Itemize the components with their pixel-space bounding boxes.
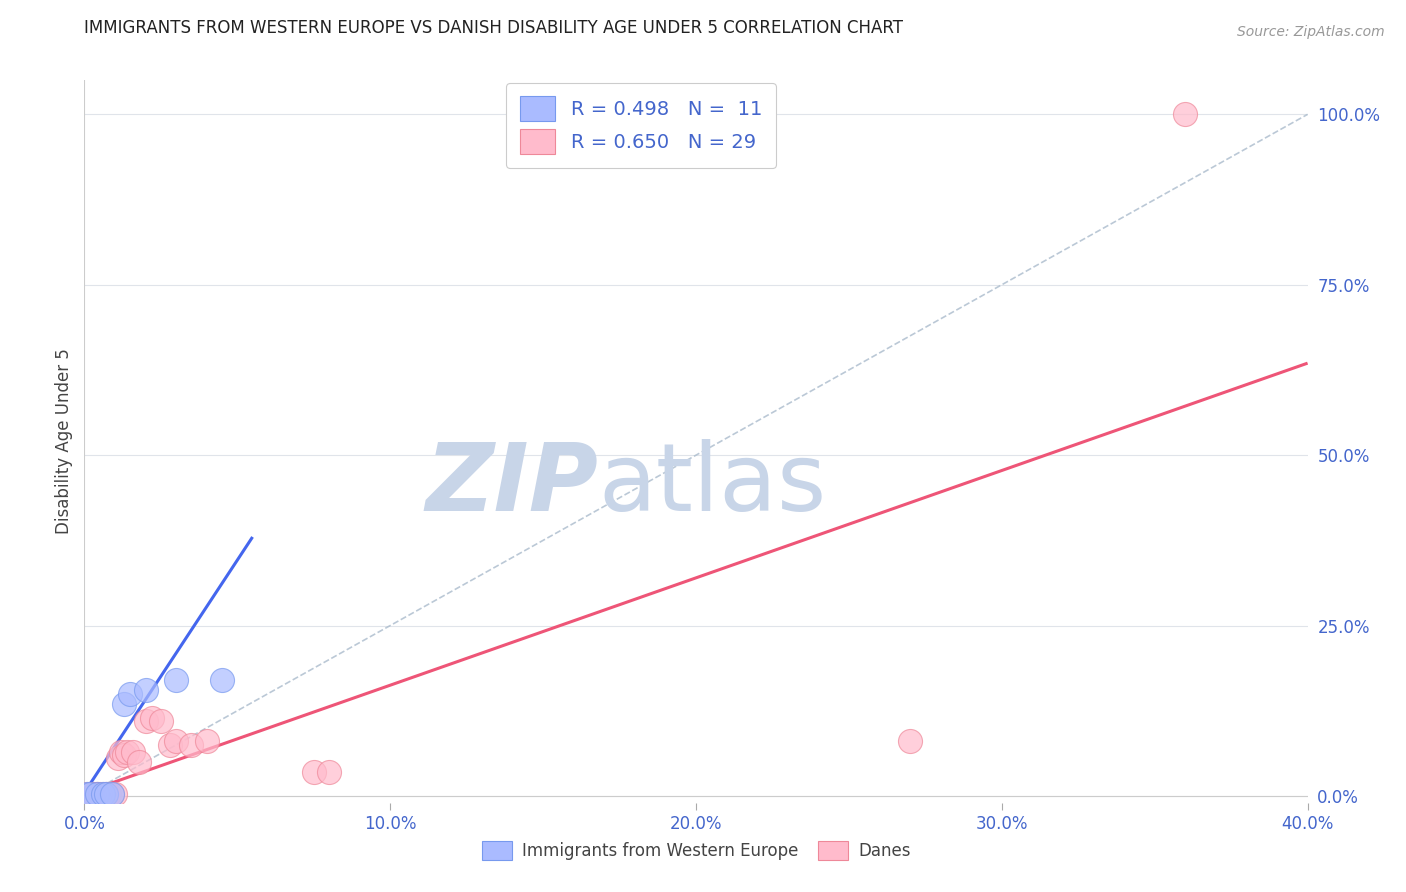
Point — [112, 697, 135, 711]
Legend: Immigrants from Western Europe, Danes: Immigrants from Western Europe, Danes — [475, 834, 917, 867]
Point — [76, 787, 98, 801]
Point — [101, 787, 124, 801]
Point — [120, 687, 142, 701]
Point — [122, 745, 145, 759]
Point — [101, 787, 124, 801]
Point — [165, 734, 187, 748]
Point — [159, 738, 181, 752]
Point — [86, 787, 108, 801]
Point — [128, 755, 150, 769]
Point — [94, 787, 117, 801]
Point — [302, 765, 325, 780]
Point — [195, 734, 218, 748]
Point — [79, 787, 101, 801]
Point — [91, 787, 114, 801]
Point — [112, 748, 135, 763]
Point — [1174, 107, 1197, 121]
Y-axis label: Disability Age Under 5: Disability Age Under 5 — [55, 349, 73, 534]
Point — [110, 745, 132, 759]
Point — [79, 787, 101, 801]
Point — [115, 745, 138, 759]
Point — [91, 787, 114, 801]
Point — [104, 787, 127, 801]
Text: atlas: atlas — [598, 439, 827, 531]
Point — [94, 787, 117, 801]
Point — [135, 683, 157, 698]
Point — [76, 787, 98, 801]
Point — [165, 673, 187, 687]
Point — [141, 710, 163, 724]
Point — [135, 714, 157, 728]
Point — [211, 673, 233, 687]
Point — [97, 787, 120, 801]
Text: ZIP: ZIP — [425, 439, 598, 531]
Point — [86, 787, 108, 801]
Point — [149, 714, 172, 728]
Point — [180, 738, 202, 752]
Text: IMMIGRANTS FROM WESTERN EUROPE VS DANISH DISABILITY AGE UNDER 5 CORRELATION CHAR: IMMIGRANTS FROM WESTERN EUROPE VS DANISH… — [84, 19, 904, 37]
Point — [94, 787, 117, 801]
Point — [86, 787, 108, 801]
Point — [318, 765, 340, 780]
Point — [89, 787, 111, 801]
Point — [898, 734, 921, 748]
Text: Source: ZipAtlas.com: Source: ZipAtlas.com — [1237, 25, 1385, 39]
Point — [83, 787, 105, 801]
Point — [107, 751, 129, 765]
